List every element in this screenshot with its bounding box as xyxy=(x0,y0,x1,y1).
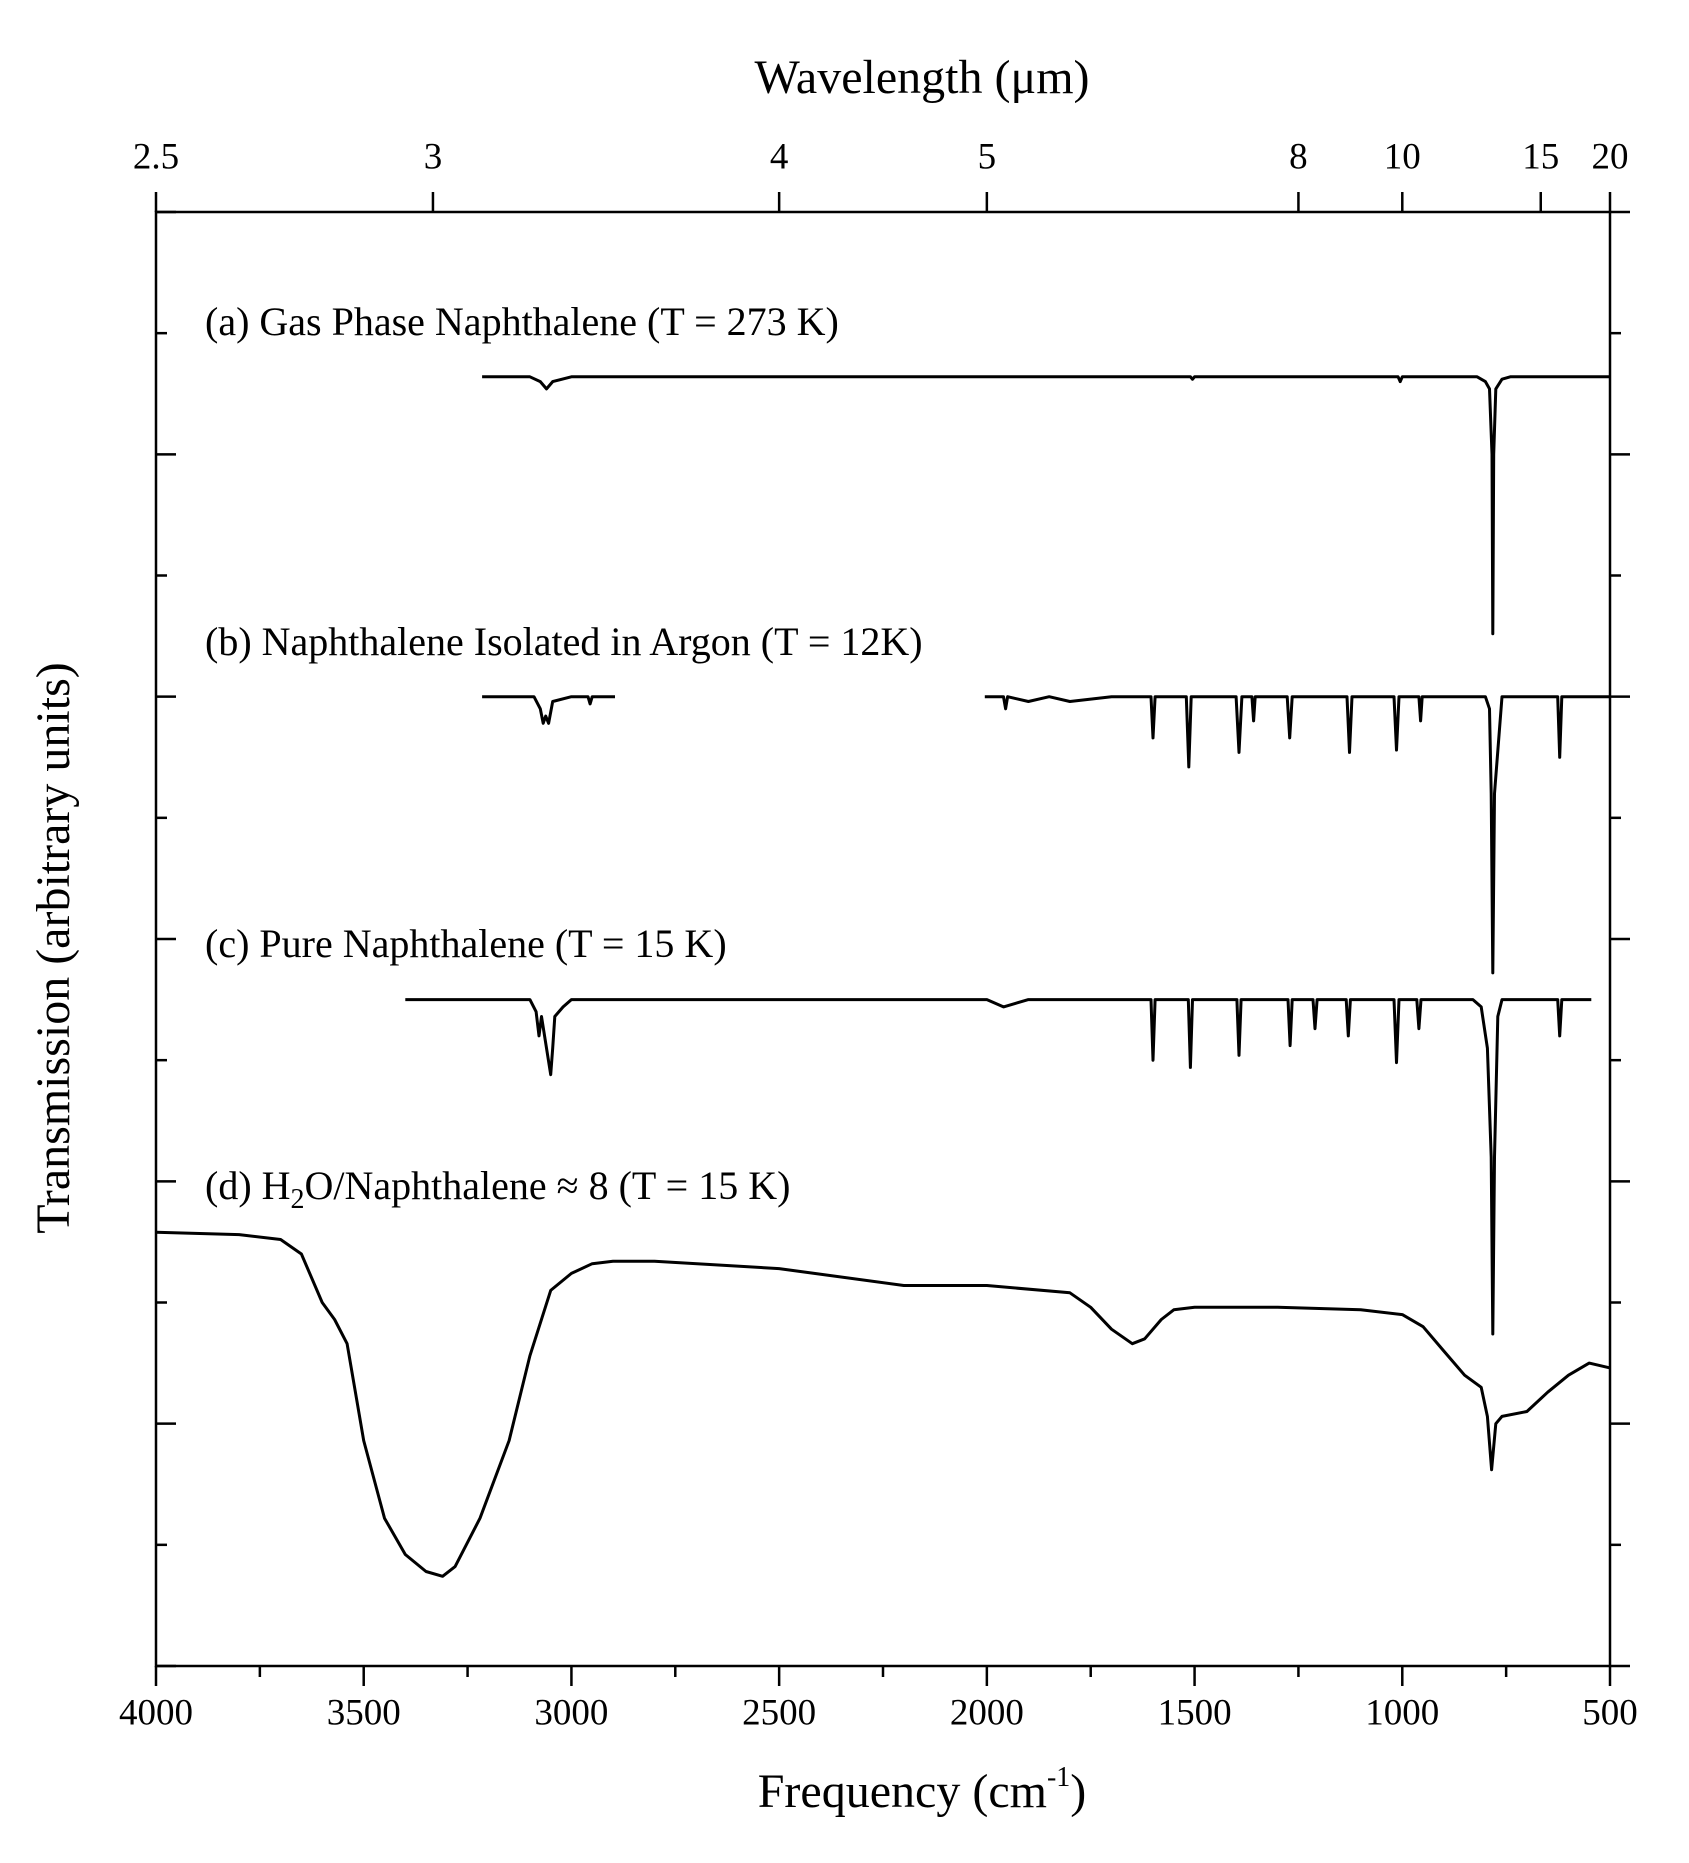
x2-tick-label: 20 xyxy=(1592,136,1629,177)
spectrum-line xyxy=(405,998,1592,1336)
y-axis-title: Transmission (arbitrary units) xyxy=(27,662,80,1234)
label-subscript: 2 xyxy=(291,1184,305,1215)
x-axis-title: Frequency (cm-1) xyxy=(758,1762,1087,1818)
x-title-part: Frequency (cm xyxy=(758,1765,1047,1818)
spectrum-line xyxy=(155,1230,1611,1578)
spectrum-label: (d) H2O/Naphthalene ≈ 8 (T = 15 K) xyxy=(205,1163,790,1215)
x-tick-label: 2500 xyxy=(742,1692,816,1733)
x2-tick-label: 8 xyxy=(1289,136,1308,177)
label-text: (a) Gas Phase Naphthalene (T = 273 K) xyxy=(205,299,839,344)
x-tick-label: 2000 xyxy=(950,1692,1024,1733)
top-axis-title: Wavelength (μm) xyxy=(754,51,1089,104)
spectrum-label: (a) Gas Phase Naphthalene (T = 273 K) xyxy=(205,299,839,344)
x-tick-label: 4000 xyxy=(119,1692,193,1733)
x-tick-label: 1000 xyxy=(1365,1692,1439,1733)
label-text: (d) H xyxy=(205,1163,291,1208)
x-tick-label: 3000 xyxy=(534,1692,608,1733)
label-text: O/Naphthalene ≈ 8 (T = 15 K) xyxy=(305,1163,791,1208)
x-tick-label: 3500 xyxy=(327,1692,401,1733)
label-text: (b) Naphthalene Isolated in Argon (T = 1… xyxy=(205,619,923,664)
label-text: (c) Pure Naphthalene (T = 15 K) xyxy=(205,921,727,966)
x2-tick-label: 4 xyxy=(770,136,789,177)
x-title-part: ) xyxy=(1070,1765,1086,1818)
x-tick-label: 500 xyxy=(1582,1692,1638,1733)
x-tick-label: 1500 xyxy=(1158,1692,1232,1733)
spectrum-line xyxy=(482,375,1610,636)
x2-tick-label: 15 xyxy=(1522,136,1559,177)
x2-tick-label: 3 xyxy=(424,136,443,177)
x-title-sup: -1 xyxy=(1047,1762,1070,1793)
x2-tick-label: 5 xyxy=(978,136,997,177)
x2-tick-label: 10 xyxy=(1384,136,1421,177)
spectrum-line xyxy=(482,695,1610,975)
x2-tick-label: 2.5 xyxy=(133,136,179,177)
spectrum-label: (b) Naphthalene Isolated in Argon (T = 1… xyxy=(205,619,923,664)
spectrum-label: (c) Pure Naphthalene (T = 15 K) xyxy=(205,921,727,966)
